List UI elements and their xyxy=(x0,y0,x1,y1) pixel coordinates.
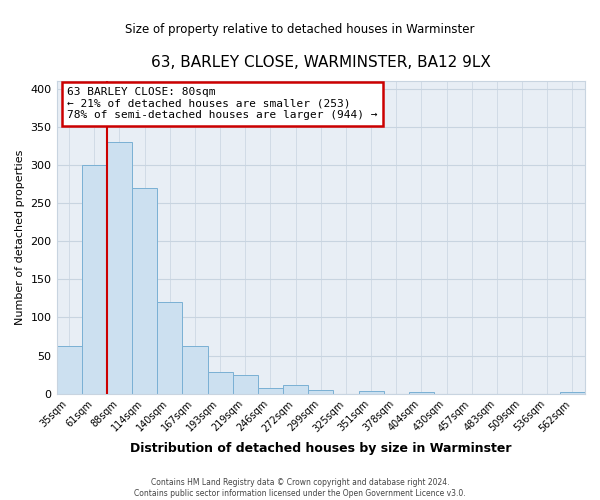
Bar xyxy=(359,391,383,394)
Y-axis label: Number of detached properties: Number of detached properties xyxy=(15,150,25,325)
Bar xyxy=(157,302,182,394)
Bar xyxy=(233,374,258,394)
Title: 63, BARLEY CLOSE, WARMINSTER, BA12 9LX: 63, BARLEY CLOSE, WARMINSTER, BA12 9LX xyxy=(151,55,491,70)
Bar xyxy=(208,372,233,394)
Bar xyxy=(409,392,434,394)
Bar xyxy=(560,392,585,394)
Bar xyxy=(182,346,208,394)
Bar xyxy=(107,142,132,394)
Bar xyxy=(308,390,334,394)
Bar xyxy=(56,346,82,394)
Bar xyxy=(82,165,107,394)
Bar xyxy=(132,188,157,394)
Text: Size of property relative to detached houses in Warminster: Size of property relative to detached ho… xyxy=(125,24,475,36)
Bar xyxy=(283,384,308,394)
Bar xyxy=(258,388,283,394)
X-axis label: Distribution of detached houses by size in Warminster: Distribution of detached houses by size … xyxy=(130,442,512,455)
Text: Contains HM Land Registry data © Crown copyright and database right 2024.
Contai: Contains HM Land Registry data © Crown c… xyxy=(134,478,466,498)
Text: 63 BARLEY CLOSE: 80sqm
← 21% of detached houses are smaller (253)
78% of semi-de: 63 BARLEY CLOSE: 80sqm ← 21% of detached… xyxy=(67,87,377,120)
